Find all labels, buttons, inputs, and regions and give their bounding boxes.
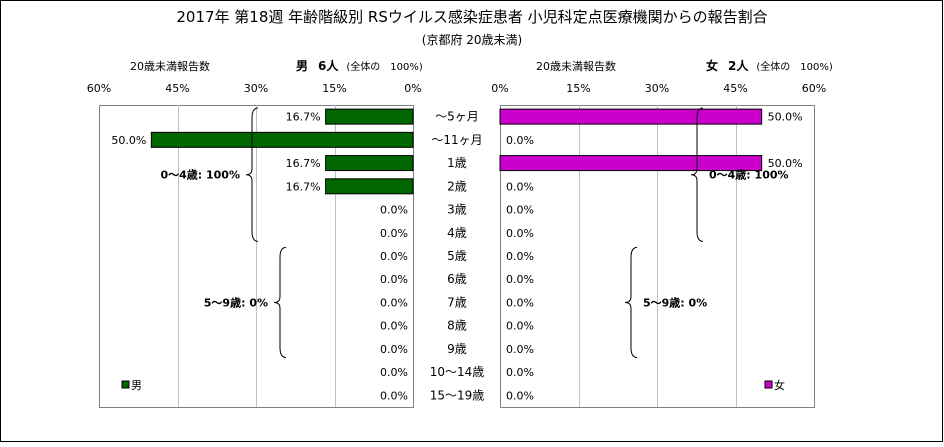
left-value-label: 16.7% (286, 180, 321, 193)
right-value-label: 0.0% (506, 320, 534, 333)
left-axis-caption: 20歳未満報告数 (130, 60, 210, 73)
right-header-count: 2人 (728, 58, 749, 73)
right-value-label: 0.0% (506, 389, 534, 402)
right-group-label: 0～4歳: 100% (709, 168, 789, 182)
right-value-label: 50.0% (768, 157, 803, 170)
category-label: 8歳 (447, 319, 467, 333)
right-legend-swatch (764, 380, 773, 389)
left-group-brace (273, 246, 287, 359)
left-value-label: 16.7% (286, 111, 321, 124)
left-tick-label: 30% (244, 82, 268, 95)
right-tick-label: 45% (723, 82, 747, 95)
right-group-label: 5～9歳: 0% (643, 295, 707, 309)
category-label: ～11ヶ月 (431, 133, 482, 147)
right-value-label: 0.0% (506, 180, 534, 193)
category-label: 7歳 (447, 295, 467, 309)
left-group-brace (245, 107, 259, 242)
category-label: 15～19歳 (430, 388, 485, 402)
right-header-note: (全体の 100%) (756, 60, 832, 73)
left-group-label: 5～9歳: 0% (204, 295, 268, 309)
right-legend-label: 女 (774, 378, 785, 392)
right-value-label: 50.0% (768, 111, 803, 124)
chart-title: 2017年 第18週 年齢階級別 RSウイルス感染症患者 小児科定点医療機関から… (176, 8, 767, 26)
right-value-label: 0.0% (506, 227, 534, 240)
left-tick-label: 15% (322, 82, 346, 95)
left-value-label: 0.0% (380, 389, 408, 402)
category-label: ～5ヶ月 (435, 110, 479, 124)
right-group-brace (690, 107, 704, 242)
category-label: 5歳 (447, 249, 467, 263)
category-label: 6歳 (447, 272, 467, 286)
chart-subtitle: (京都府 20歳未満) (422, 32, 522, 47)
right-group-brace (624, 246, 638, 359)
left-bar (150, 131, 414, 148)
right-value-label: 0.0% (506, 273, 534, 286)
right-axis-caption: 20歳未満報告数 (536, 60, 616, 73)
left-value-label: 0.0% (380, 273, 408, 286)
left-header-count: 6人 (318, 58, 339, 73)
right-value-label: 0.0% (506, 250, 534, 263)
left-value-label: 0.0% (380, 343, 408, 356)
right-bar (499, 108, 763, 125)
left-header-note: (全体の 100%) (346, 60, 422, 73)
left-value-label: 0.0% (380, 320, 408, 333)
category-label: 10～14歳 (430, 365, 485, 379)
right-value-label: 0.0% (506, 343, 534, 356)
category-label: 3歳 (447, 203, 467, 217)
right-value-label: 0.0% (506, 134, 534, 147)
left-value-label: 50.0% (111, 134, 146, 147)
left-header-label: 男 (296, 59, 308, 73)
left-tick-label: 0% (404, 82, 421, 95)
right-tick-label: 30% (645, 82, 669, 95)
right-header: 女 2人 (全体の 100%) (706, 58, 833, 73)
left-value-label: 0.0% (380, 296, 408, 309)
left-bar (325, 178, 414, 195)
right-tick-label: 15% (566, 82, 590, 95)
right-bar (499, 155, 763, 172)
right-header-label: 女 (706, 58, 718, 73)
right-value-label: 0.0% (506, 296, 534, 309)
right-value-label: 0.0% (506, 204, 534, 217)
category-label: 2歳 (447, 179, 467, 193)
left-value-label: 0.0% (380, 204, 408, 217)
left-value-label: 0.0% (380, 366, 408, 379)
left-value-label: 0.0% (380, 227, 408, 240)
left-group-label: 0～4歳: 100% (160, 168, 240, 182)
left-header: 男 6人 (全体の 100%) (296, 58, 423, 73)
right-tick-label: 0% (491, 82, 508, 95)
left-legend-swatch (121, 380, 130, 389)
left-bar (325, 108, 414, 125)
category-label: 4歳 (447, 226, 467, 240)
right-tick-label: 60% (802, 82, 826, 95)
left-value-label: 16.7% (286, 157, 321, 170)
left-tick-label: 60% (87, 82, 111, 95)
left-tick-label: 45% (165, 82, 189, 95)
left-value-label: 0.0% (380, 250, 408, 263)
right-value-label: 0.0% (506, 366, 534, 379)
left-legend-label: 男 (131, 379, 142, 392)
category-label: 9歳 (447, 342, 467, 356)
left-bar (325, 155, 414, 172)
category-label: 1歳 (447, 156, 467, 170)
